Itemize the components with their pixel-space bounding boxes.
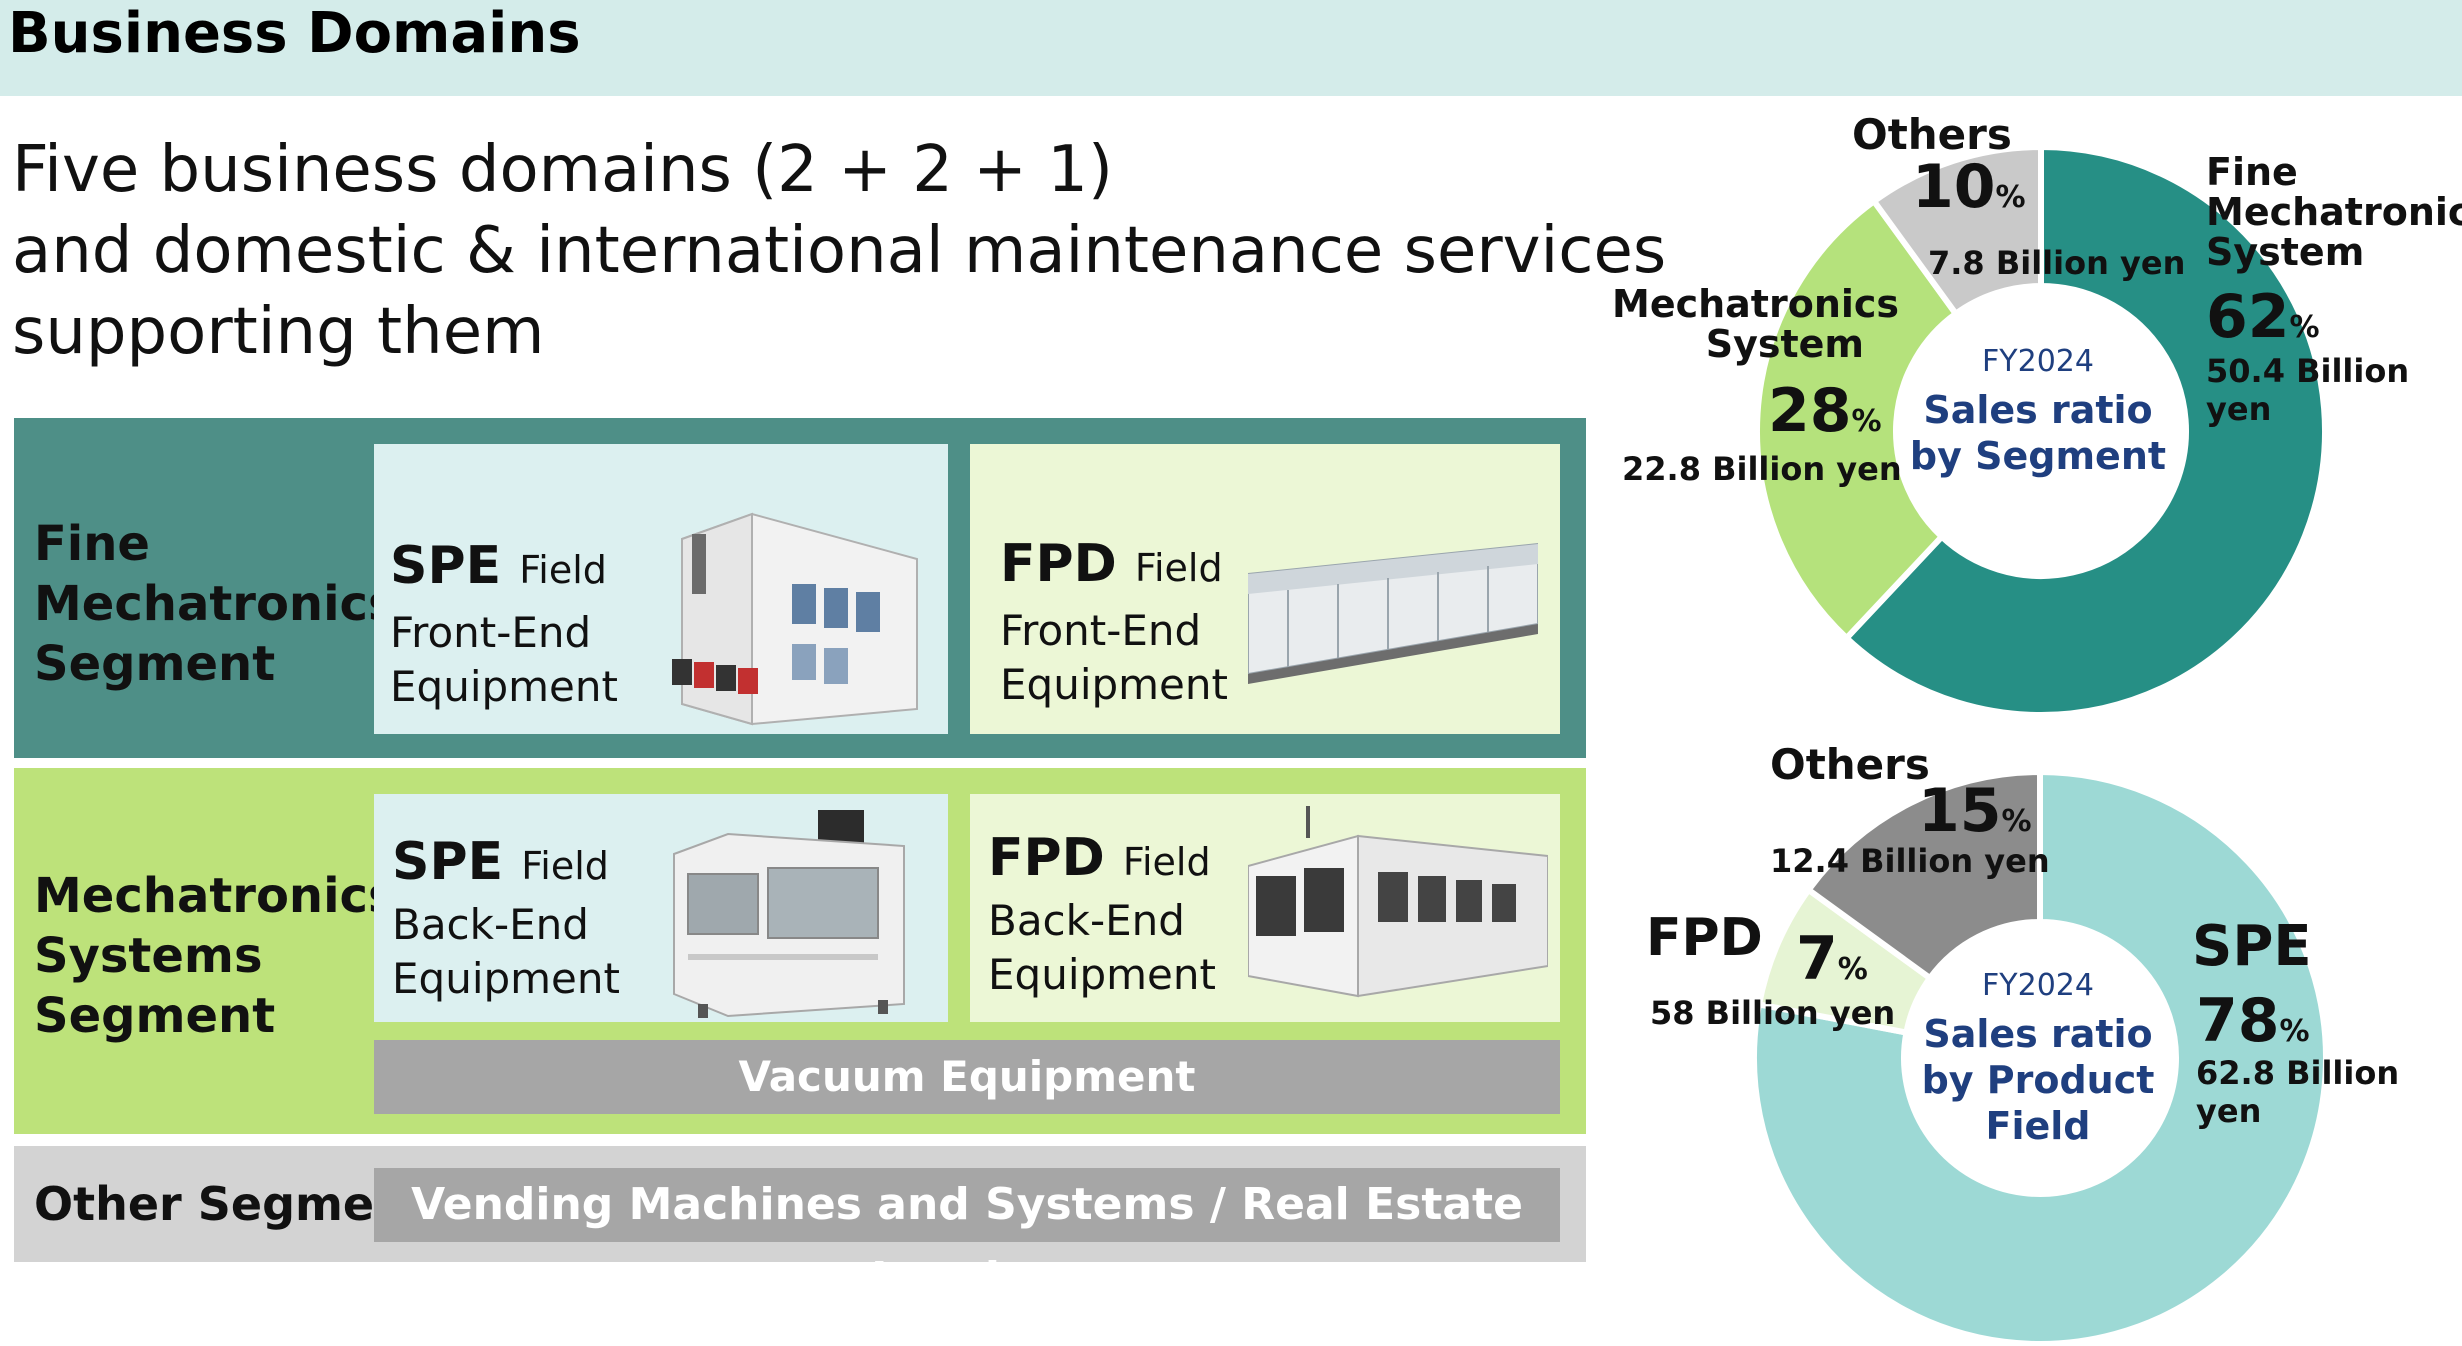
donut2-center-year: FY2024 xyxy=(1982,968,2094,1003)
mecha-fpd-text: FPD Field Back-End Equipment xyxy=(988,832,1216,1002)
intro-line-3: supporting them xyxy=(12,295,545,369)
donut1-fine-percent-sign: % xyxy=(2289,310,2320,345)
fine-label-line-2: Mechatronics xyxy=(34,576,397,632)
mecha-spe-line2: Equipment xyxy=(392,954,620,1003)
mecha-label-line-1: Mechatronics xyxy=(34,868,397,924)
donut1-fine-label-2: Mechatronics xyxy=(2206,190,2462,234)
donut2-fpd-label: FPD xyxy=(1646,908,1763,968)
donut1-center-year: FY2024 xyxy=(1982,344,2094,379)
fine-spe-text: SPE Field Front-End Equipment xyxy=(390,540,618,714)
donut1-mecha-label-1: Mechatronics xyxy=(1612,282,1900,326)
donut2-others-amount: 12.4 Billion yen xyxy=(1770,842,2050,880)
donut2-others-label: Others xyxy=(1770,740,1930,789)
fine-spe-name: SPE xyxy=(390,536,502,596)
donut1-slice-others xyxy=(1869,146,2044,318)
donut1-others-amount: 7.8 Billion yen xyxy=(1928,244,2186,282)
donut1-center-line-1: Sales ratio xyxy=(1923,388,2153,432)
donut1-center-label: FY2024 Sales ratio by Segment xyxy=(1902,344,2174,479)
donut1-slice-fine-mechatronics xyxy=(1842,146,2326,716)
donut2-fpd-percent-sign: % xyxy=(1837,952,1868,987)
spe-back-end-machine-image xyxy=(673,810,905,1018)
donut2-center-line-1: Sales ratio xyxy=(1923,1012,2153,1056)
donut2-others-percent: 15% xyxy=(1918,776,2032,846)
product-field-donut-chart xyxy=(1752,770,2328,1346)
mecha-spe-name: SPE xyxy=(392,832,504,892)
other-segment-label: Other Segment xyxy=(34,1177,429,1231)
fine-fpd-line1: Front-End xyxy=(1000,606,1202,655)
donut2-others-percent-sign: % xyxy=(2001,804,2032,839)
donut2-fpd-amount: 58 Billion yen xyxy=(1650,994,1896,1032)
donut1-center-line-2: by Segment xyxy=(1909,434,2167,478)
mecha-segment-label: Mechatronics Systems Segment xyxy=(34,866,397,1046)
donut2-center-line-2: by Product xyxy=(1921,1058,2155,1102)
fine-fpd-text: FPD Field Front-End Equipment xyxy=(1000,538,1228,712)
page-title: Business Domains xyxy=(8,1,581,66)
fine-spe-box: SPE Field Front-End Equipment xyxy=(374,444,948,734)
intro-line-2: and domestic & international maintenance… xyxy=(12,214,1667,288)
donut1-others-percent-value: 10 xyxy=(1912,152,1996,222)
donut2-fpd-percent: 7% xyxy=(1796,924,1868,994)
donut2-others-percent-value: 15 xyxy=(1918,776,2002,846)
donut1-mecha-percent: 28% xyxy=(1768,376,1882,446)
mecha-spe-box: SPE Field Back-End Equipment xyxy=(374,794,948,1022)
donut2-center-label: FY2024 Sales ratio by Product Field xyxy=(1902,968,2174,1149)
donut2-slice-spe xyxy=(1752,770,2328,1346)
intro-text: Five business domains (2 + 2 + 1) and do… xyxy=(12,130,1666,373)
mecha-fpd-line2: Equipment xyxy=(988,950,1216,999)
donut1-others-percent-sign: % xyxy=(1995,180,2026,215)
fpd-back-end-line-image xyxy=(1248,806,1548,998)
donut1-fine-label: Fine Mechatronics System xyxy=(2206,152,2462,272)
segment-donut-chart xyxy=(1756,146,2326,716)
mecha-spe-text: SPE Field Back-End Equipment xyxy=(392,836,620,1006)
donut1-center-title: Sales ratio by Segment xyxy=(1902,387,2174,479)
donut1-fine-percent-value: 62 xyxy=(2206,282,2290,352)
donut1-fine-label-1: Fine xyxy=(2206,150,2298,194)
donut1-mecha-label: Mechatronics System xyxy=(1612,282,1900,366)
mecha-label-line-3: Segment xyxy=(34,988,276,1044)
fine-spe-suffix: Field xyxy=(519,548,607,592)
mecha-fpd-name: FPD xyxy=(988,828,1105,888)
donut2-fpd-percent-value: 7 xyxy=(1796,924,1838,994)
mecha-fpd-line1: Back-End xyxy=(988,896,1185,945)
mecha-spe-line1: Back-End xyxy=(392,900,589,949)
mecha-fpd-box: FPD Field Back-End Equipment xyxy=(970,794,1560,1022)
donut1-mecha-percent-sign: % xyxy=(1851,404,1882,439)
donut2-center-line-3: Field xyxy=(1985,1104,2091,1148)
donut1-fine-label-3: System xyxy=(2206,230,2365,274)
mecha-spe-suffix: Field xyxy=(521,844,609,888)
donut1-mecha-amount: 22.8 Billion yen xyxy=(1622,450,1902,488)
donut2-spe-percent: 78% xyxy=(2196,986,2310,1056)
donut2-center-title: Sales ratio by Product Field xyxy=(1902,1011,2174,1149)
donut1-mecha-percent-value: 28 xyxy=(1768,376,1852,446)
donut1-fine-amount: 50.4 Billion yen xyxy=(2206,352,2410,428)
donut2-spe-label: SPE xyxy=(2192,914,2312,979)
donut1-fine-percent: 62% xyxy=(2206,282,2320,352)
fine-label-line-1: Fine xyxy=(34,516,150,572)
vacuum-equipment-bar: Vacuum Equipment xyxy=(374,1040,1560,1114)
fine-label-line-3: Segment xyxy=(34,636,276,692)
donut2-spe-percent-value: 78 xyxy=(2196,986,2280,1056)
fine-fpd-line2: Equipment xyxy=(1000,660,1228,709)
fine-fpd-name: FPD xyxy=(1000,534,1117,594)
fine-fpd-suffix: Field xyxy=(1134,546,1223,590)
title-bar xyxy=(0,0,2462,96)
fine-spe-line1: Front-End xyxy=(390,608,592,657)
donut2-spe-amount: 62.8 Billion yen xyxy=(2196,1054,2400,1130)
fine-segment-label: Fine Mechatronics Segment xyxy=(34,514,397,694)
fpd-front-end-line-image xyxy=(1248,542,1538,684)
donut2-slice-others xyxy=(1804,770,2043,983)
donut1-mecha-label-2: System xyxy=(1705,322,1864,366)
donut1-others-percent: 10% xyxy=(1912,152,2026,222)
intro-line-1: Five business domains (2 + 2 + 1) xyxy=(12,133,1113,207)
other-segment-bar: Vending Machines and Systems / Real Esta… xyxy=(374,1168,1560,1304)
mecha-label-line-2: Systems xyxy=(34,928,263,984)
donut1-others-label: Others xyxy=(1852,110,2012,159)
donut1-slice-mechatronics-system xyxy=(1756,197,1960,643)
mecha-fpd-suffix: Field xyxy=(1122,840,1211,884)
spe-front-end-machine-image xyxy=(672,512,918,726)
donut2-spe-percent-sign: % xyxy=(2279,1014,2310,1049)
fine-fpd-box: FPD Field Front-End Equipment xyxy=(970,444,1560,734)
fine-spe-line2: Equipment xyxy=(390,662,618,711)
